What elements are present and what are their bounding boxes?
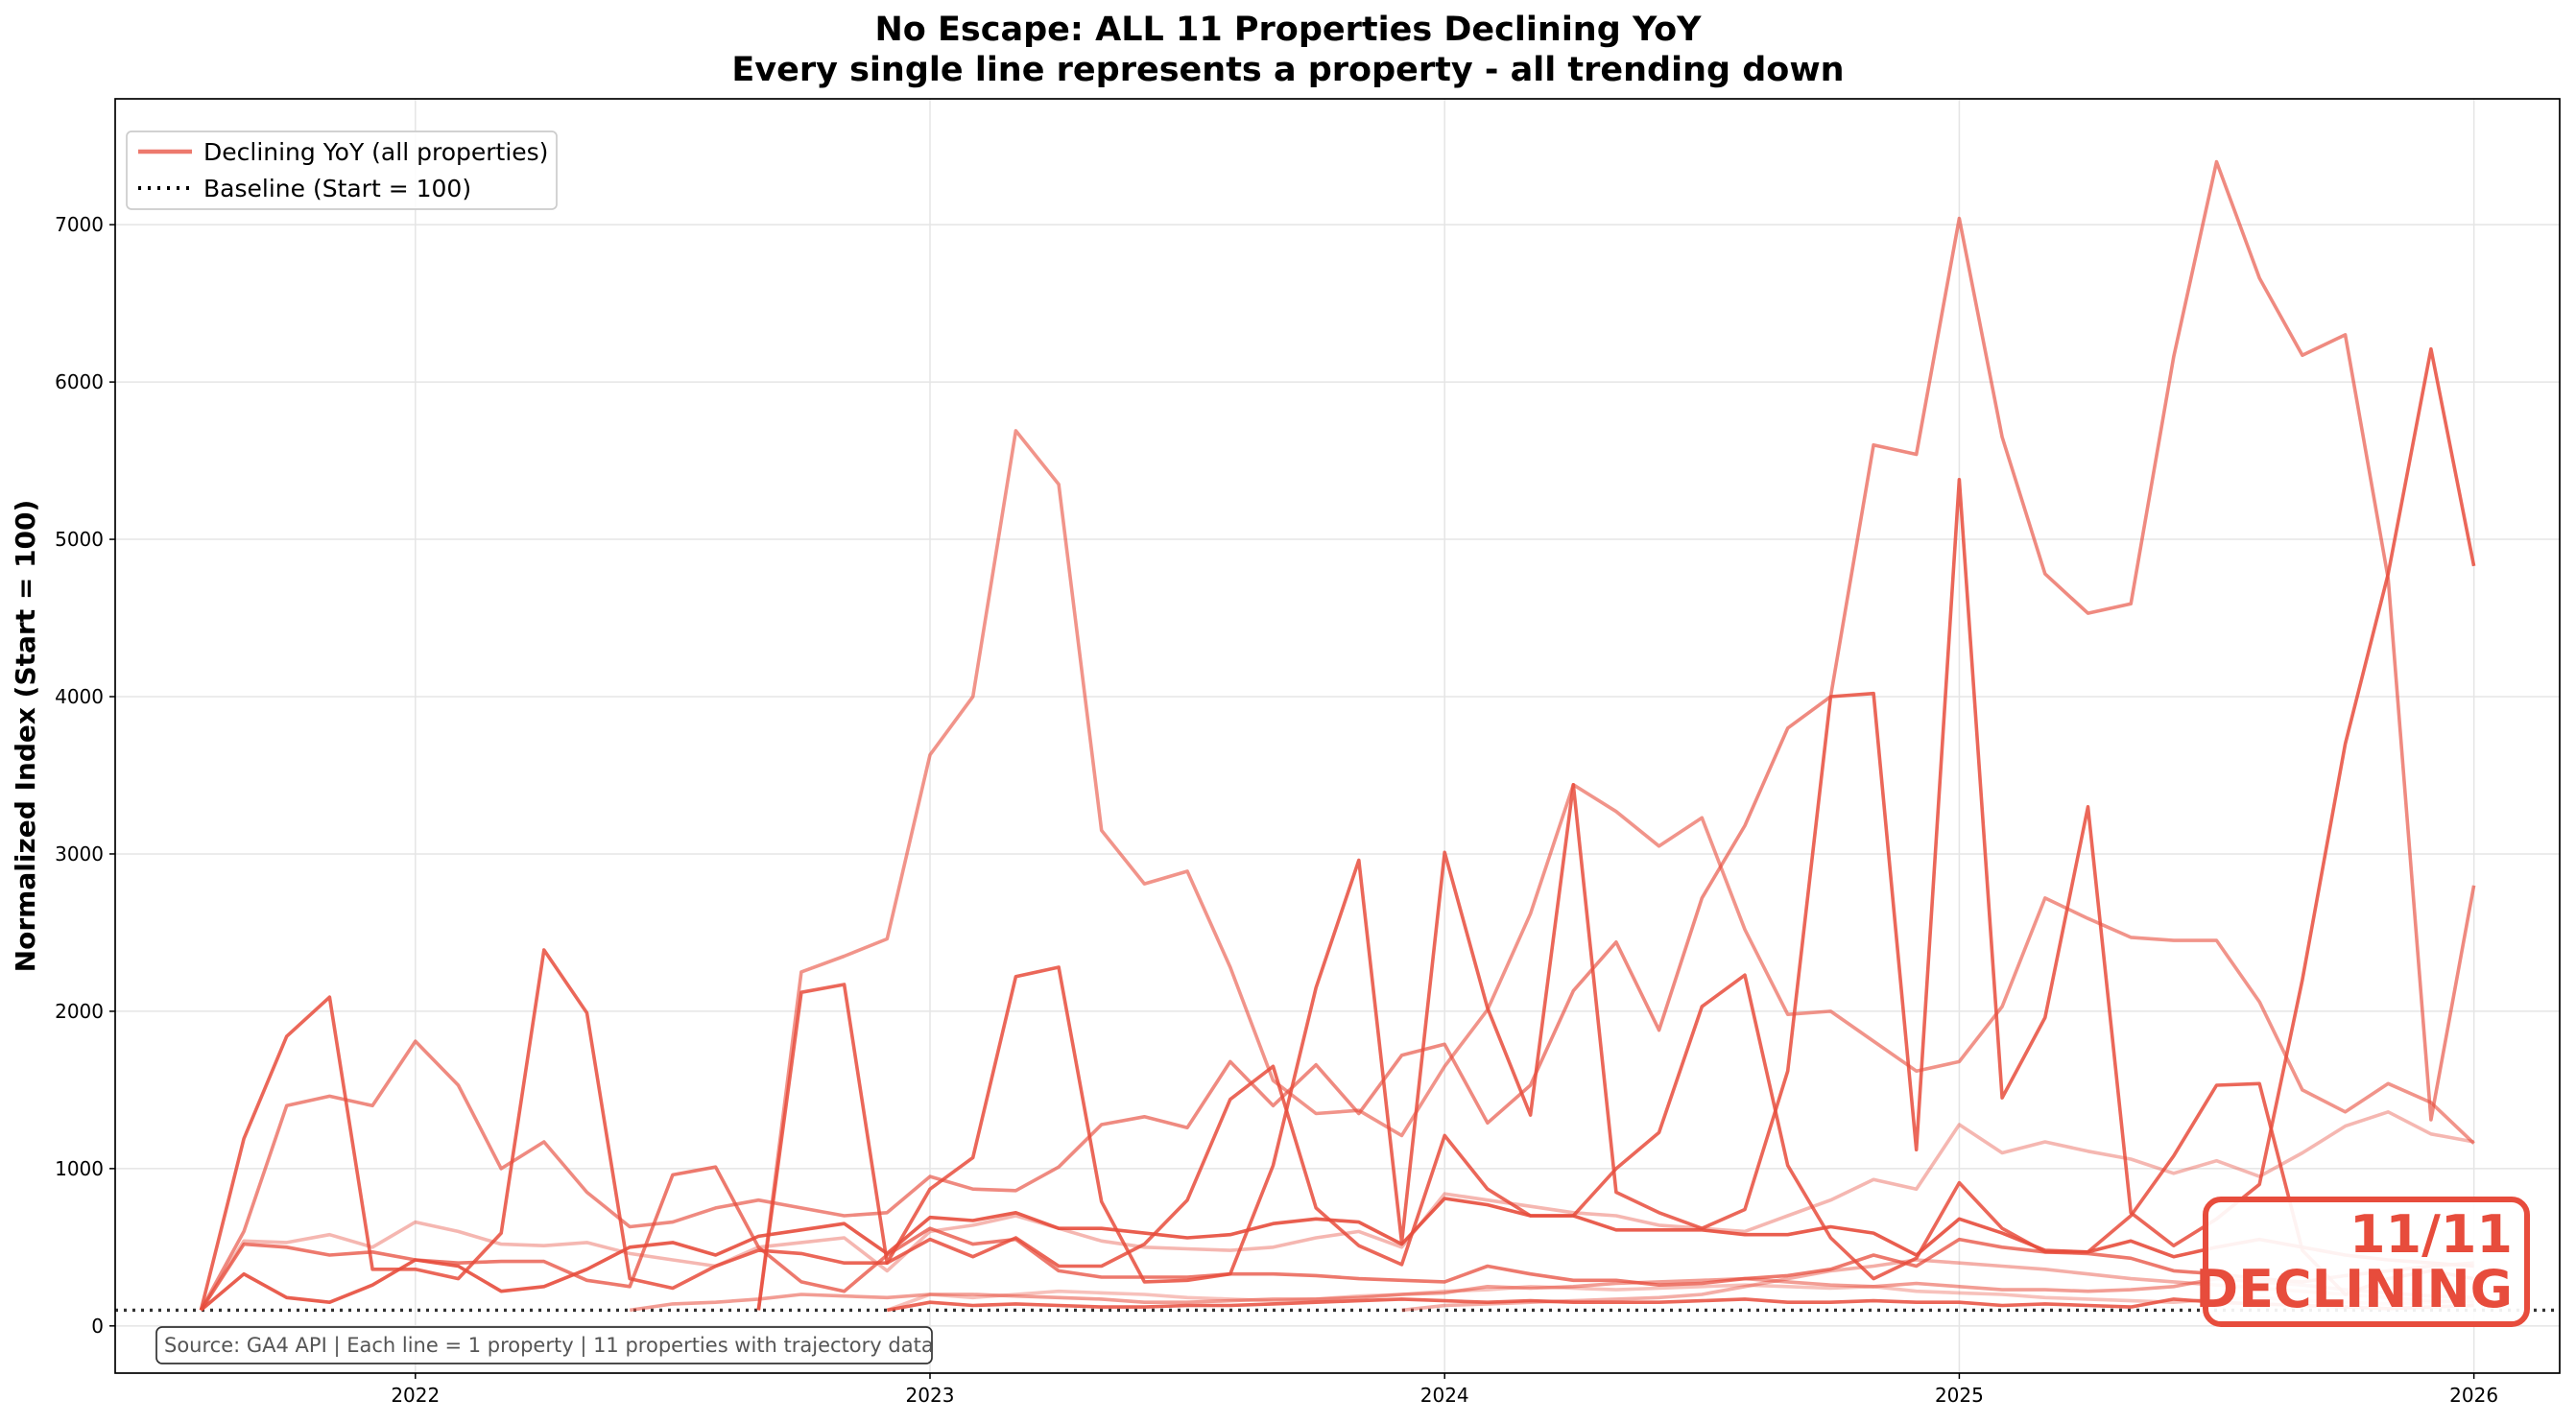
- series-line-property-1: [199, 159, 2476, 1312]
- legend-label-baseline: Baseline (Start = 100): [203, 175, 471, 202]
- series-line-property-5: [200, 1197, 2474, 1312]
- y-tick-label: 5000: [55, 528, 104, 551]
- grid: [115, 99, 2560, 1373]
- series-line-property-7: [199, 1165, 2474, 1312]
- source-text: Source: GA4 API | Each line = 1 property…: [164, 1334, 934, 1358]
- x-tick-label: 2024: [1420, 1384, 1469, 1407]
- y-tick-label: 0: [91, 1315, 104, 1338]
- source-annotation: Source: GA4 API | Each line = 1 property…: [155, 1326, 934, 1364]
- y-tick-label: 1000: [55, 1157, 104, 1180]
- x-tick-label: 2025: [1935, 1384, 1984, 1407]
- y-tick-label: 7000: [55, 213, 104, 236]
- series-line-property-2: [756, 429, 2475, 1311]
- chart-title: No Escape: ALL 11 Properties Declining Y…: [875, 11, 1703, 49]
- series-line-property-6: [199, 1110, 2474, 1312]
- x-axis-ticks: 2022 2023 2024 2025 2026: [391, 1373, 2498, 1407]
- plot-frame: [114, 98, 2561, 1374]
- y-tick-label: 4000: [55, 685, 104, 708]
- y-tick-label: 3000: [55, 842, 104, 866]
- y-tick-label: 2000: [55, 1000, 104, 1023]
- x-tick-label: 2023: [906, 1384, 955, 1407]
- y-axis-label: Normalized Index (Start = 100): [10, 500, 41, 973]
- legend: Declining YoY (all properties) Baseline …: [126, 130, 558, 210]
- declining-badge: 11/11 DECLINING: [2195, 1197, 2530, 1327]
- series-group: [199, 159, 2476, 1313]
- y-tick-label: 6000: [55, 370, 104, 393]
- legend-label-declining: Declining YoY (all properties): [203, 138, 548, 166]
- series-line-property-3: [756, 346, 2476, 1311]
- badge-label: DECLINING: [2195, 1259, 2513, 1319]
- badge-count: 11/11: [2349, 1204, 2513, 1265]
- series-line-property-4: [199, 948, 2474, 1311]
- chart-subtitle: Every single line represents a property …: [731, 51, 1844, 89]
- x-tick-label: 2022: [391, 1384, 440, 1407]
- x-tick-label: 2026: [2449, 1384, 2498, 1407]
- y-axis-ticks: 0 1000 2000 3000 4000 5000 6000 7000: [55, 213, 115, 1338]
- series-line-property-8: [629, 1276, 2474, 1313]
